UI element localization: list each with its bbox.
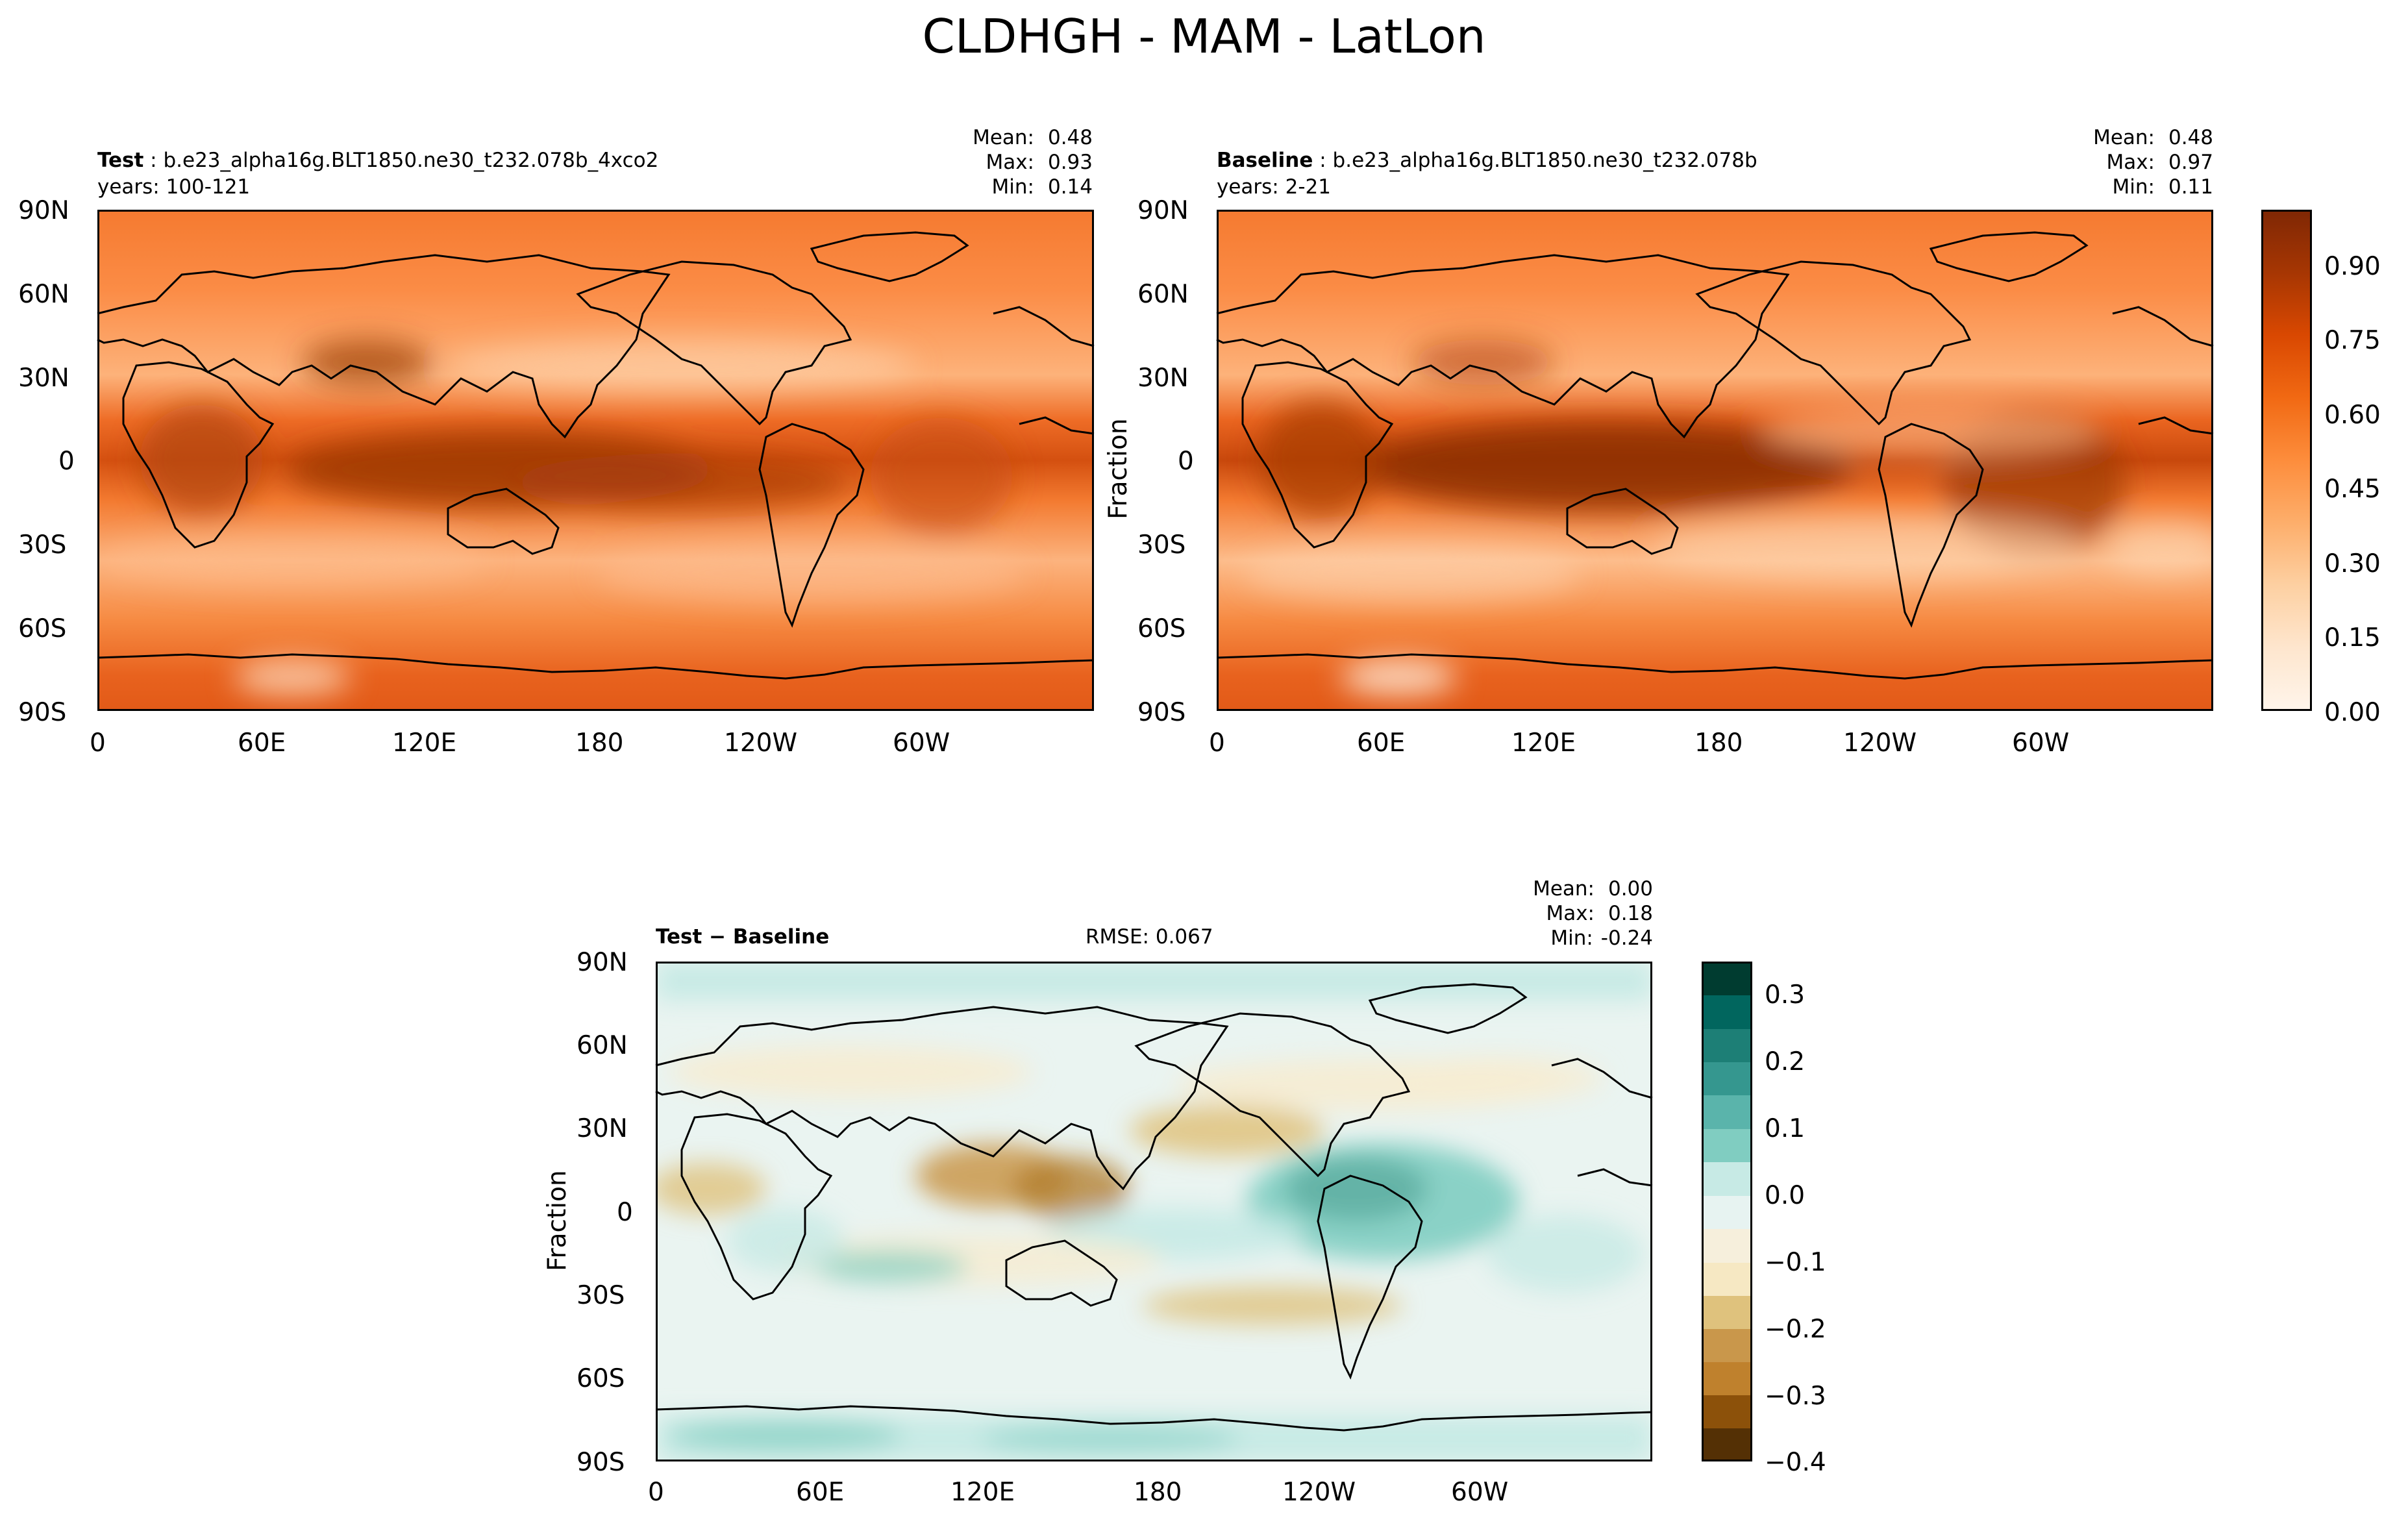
baseline-lat-tick: 30N — [1137, 364, 1189, 393]
baseline-lon-tick: 60E — [1357, 728, 1406, 758]
baseline-lat-tick: 90N — [1137, 196, 1189, 225]
test-lat-tick: 90S — [18, 698, 67, 727]
diff-lon-tick: 120E — [950, 1478, 1015, 1507]
diff-lat-tick: 90N — [577, 948, 628, 977]
diff-lat-tick: 60S — [577, 1364, 625, 1393]
baseline-mean-value: 0.48 — [2168, 126, 2213, 149]
diff-lon-tick: 180 — [1134, 1478, 1182, 1507]
diff-panel-title: Test − Baseline — [656, 925, 829, 949]
diff-max-label: Max: — [1546, 902, 1595, 925]
diff-mean-label: Mean: — [1533, 877, 1595, 901]
test-lat-tick: 60S — [18, 614, 67, 643]
diff-lon-tick: 120W — [1282, 1478, 1356, 1507]
test-lon-tick: 120W — [724, 728, 798, 758]
diff-lon-tick: 60E — [796, 1478, 845, 1507]
diff-lat-tick: 0 — [617, 1198, 633, 1227]
baseline-y-axis-label: Fraction — [1104, 418, 1133, 519]
baseline-min-value: 0.11 — [2168, 175, 2213, 199]
test-lat-tick: 30S — [18, 530, 67, 560]
main-colorbar-tick: 0.45 — [2324, 475, 2381, 504]
baseline-lat-tick: 60N — [1137, 280, 1189, 309]
diff-colorbar-tick: −0.4 — [1765, 1448, 1826, 1477]
diff-lon-tick: 60W — [1451, 1478, 1509, 1507]
test-stats: Mean: 0.48 Max: 0.93 Min: 0.14 — [973, 125, 1093, 199]
baseline-min-label: Min: — [2112, 175, 2155, 199]
diff-colorbar-tick: 0.1 — [1765, 1114, 1806, 1143]
test-max-value: 0.93 — [1047, 151, 1093, 174]
baseline-map — [1216, 210, 2214, 711]
test-min-label: Min: — [991, 175, 1034, 199]
baseline-lat-tick: 90S — [1137, 698, 1186, 727]
diff-stats: Mean: 0.00 Max: 0.18 Min: -0.24 — [1533, 876, 1653, 951]
main-colorbar-tick: 0.90 — [2324, 252, 2381, 281]
test-map — [97, 210, 1095, 711]
test-case-name: b.e23_alpha16g.BLT1850.ne30_t232.078b_4x… — [163, 149, 659, 172]
baseline-max-value: 0.97 — [2168, 151, 2213, 174]
test-mean-label: Mean: — [973, 126, 1034, 149]
baseline-years: years: 2-21 — [1217, 175, 1331, 199]
baseline-coastlines — [1216, 231, 2214, 680]
test-lon-tick: 60E — [238, 728, 286, 758]
diff-max-value: 0.18 — [1607, 902, 1653, 925]
baseline-lon-tick: 120W — [1843, 728, 1917, 758]
baseline-case-name: b.e23_alpha16g.BLT1850.ne30_t232.078b — [1332, 149, 1757, 172]
main-colorbar-tick: 0.00 — [2324, 698, 2381, 727]
baseline-panel-title: Baseline : b.e23_alpha16g.BLT1850.ne30_t… — [1217, 149, 1757, 172]
diff-y-axis-label: Fraction — [543, 1170, 572, 1271]
baseline-label: Baseline — [1217, 149, 1313, 172]
baseline-lat-tick: 0 — [1178, 447, 1194, 476]
test-coastlines — [97, 231, 1095, 680]
test-lat-tick: 90N — [18, 196, 69, 225]
test-years: years: 100-121 — [97, 175, 251, 199]
main-colorbar-tick: 0.60 — [2324, 401, 2381, 430]
test-max-label: Max: — [986, 151, 1034, 174]
test-label: Test — [97, 149, 144, 172]
diff-lat-tick: 30S — [577, 1281, 625, 1310]
baseline-max-label: Max: — [2106, 151, 2155, 174]
diff-rmse: RMSE: 0.067 — [1086, 925, 1213, 949]
test-lat-tick: 0 — [58, 447, 75, 476]
baseline-lat-tick: 30S — [1137, 530, 1186, 560]
diff-colorbar-tick: 0.2 — [1765, 1047, 1806, 1076]
baseline-lon-tick: 180 — [1694, 728, 1743, 758]
baseline-lon-tick: 0 — [1209, 728, 1225, 758]
diff-label: Test − Baseline — [656, 925, 830, 949]
figure-title: CLDHGH - MAM - LatLon — [922, 9, 1486, 64]
main-colorbar — [2261, 210, 2312, 711]
diff-map — [655, 962, 1653, 1461]
baseline-mean-label: Mean: — [2093, 126, 2155, 149]
test-lon-tick: 120E — [392, 728, 457, 758]
diff-colorbar — [1702, 962, 1752, 1461]
test-lon-tick: 60W — [893, 728, 950, 758]
test-mean-value: 0.48 — [1047, 126, 1093, 149]
test-lon-tick: 0 — [90, 728, 106, 758]
diff-colorbar-tick: 0.0 — [1765, 1181, 1806, 1210]
test-min-value: 0.14 — [1047, 175, 1093, 199]
main-colorbar-tick: 0.75 — [2324, 326, 2381, 355]
baseline-lon-tick: 60W — [2012, 728, 2070, 758]
diff-min-value: -0.24 — [1600, 926, 1653, 950]
test-panel-title: Test : b.e23_alpha16g.BLT1850.ne30_t232.… — [97, 149, 659, 172]
test-lat-tick: 60N — [18, 280, 69, 309]
baseline-stats: Mean: 0.48 Max: 0.97 Min: 0.11 — [2093, 125, 2213, 199]
diff-lat-tick: 90S — [577, 1448, 625, 1477]
diff-colorbar-tick: 0.3 — [1765, 980, 1806, 1010]
baseline-lat-tick: 60S — [1137, 614, 1186, 643]
diff-lon-tick: 0 — [648, 1478, 664, 1507]
diff-mean-value: 0.00 — [1607, 877, 1653, 901]
diff-coastlines — [655, 983, 1653, 1432]
diff-colorbar-tick: −0.2 — [1765, 1315, 1826, 1344]
main-colorbar-tick: 0.30 — [2324, 549, 2381, 578]
diff-colorbar-tick: −0.3 — [1765, 1382, 1826, 1411]
test-lon-tick: 180 — [575, 728, 624, 758]
diff-colorbar-bands — [1702, 962, 1752, 1461]
diff-lat-tick: 60N — [577, 1031, 628, 1060]
diff-min-label: Min: — [1550, 926, 1593, 950]
main-colorbar-tick: 0.15 — [2324, 623, 2381, 653]
test-lat-tick: 30N — [18, 364, 69, 393]
diff-lat-tick: 30N — [577, 1114, 628, 1143]
baseline-lon-tick: 120E — [1511, 728, 1576, 758]
diff-colorbar-tick: −0.1 — [1765, 1248, 1826, 1277]
